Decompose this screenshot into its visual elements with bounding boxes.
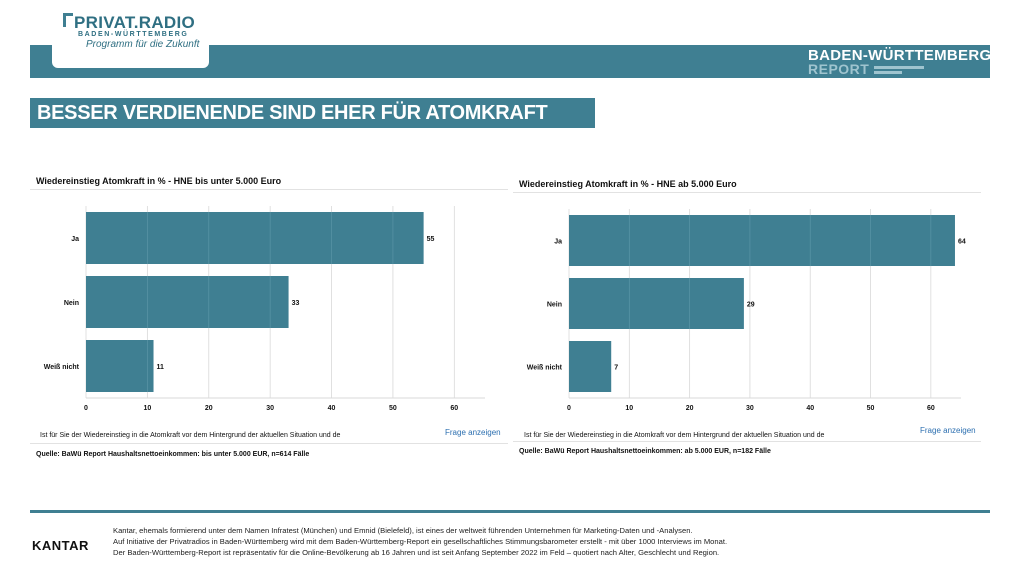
tick-label: 40 bbox=[328, 405, 336, 412]
bar-0 bbox=[86, 212, 424, 264]
tick-label: 20 bbox=[686, 405, 694, 412]
category-label: Nein bbox=[64, 300, 79, 307]
footer-line-2: Auf Initiative der Privatradios in Baden… bbox=[113, 537, 728, 546]
show-question-link-left[interactable]: Frage anzeigen bbox=[445, 428, 501, 437]
brand-logo[interactable] bbox=[52, 8, 209, 68]
tick-label: 50 bbox=[867, 405, 875, 412]
source-left: Quelle: BaWü Report Haushaltsnettoeinkom… bbox=[36, 451, 310, 458]
footer-divider bbox=[30, 510, 990, 513]
brand-region: BADEN-WÜRTTEMBERG bbox=[78, 31, 189, 38]
data-label: 33 bbox=[292, 300, 300, 307]
bar-1 bbox=[86, 276, 289, 328]
show-question-link-right[interactable]: Frage anzeigen bbox=[920, 426, 976, 435]
category-label: Weiß nicht bbox=[527, 365, 563, 372]
tick-label: 40 bbox=[806, 405, 814, 412]
question-text-left: Ist für Sie der Wiedereinstieg in die At… bbox=[40, 432, 341, 439]
report-title: BADEN-WÜRTTEMBERG bbox=[808, 47, 992, 64]
bar-1 bbox=[569, 278, 744, 329]
source-right: Quelle: BaWü Report Haushaltsnettoeinkom… bbox=[519, 448, 771, 455]
data-label: 55 bbox=[427, 236, 435, 243]
bar-0 bbox=[569, 215, 955, 266]
tick-label: 10 bbox=[143, 405, 151, 412]
question-text-right: Ist für Sie der Wiedereinstieg in die At… bbox=[524, 432, 825, 439]
chart-divider bbox=[513, 441, 981, 442]
bar-2 bbox=[569, 341, 612, 392]
chart-divider bbox=[30, 443, 508, 444]
data-label: 29 bbox=[747, 302, 755, 309]
category-label: Weiß nicht bbox=[44, 364, 80, 371]
footer-text: Kantar, ehemals formierend unter dem Nam… bbox=[113, 525, 727, 558]
data-label: 7 bbox=[614, 365, 618, 372]
report-decor-bar bbox=[874, 66, 924, 69]
tick-label: 30 bbox=[266, 405, 274, 412]
bar-2 bbox=[86, 340, 154, 392]
footer-line-1: Kantar, ehemals formierend unter dem Nam… bbox=[113, 526, 693, 535]
tick-label: 60 bbox=[927, 405, 935, 412]
brand-name: PRIVAT.RADIO bbox=[74, 13, 196, 32]
tick-label: 50 bbox=[389, 405, 397, 412]
tick-label: 0 bbox=[84, 405, 88, 412]
tick-label: 60 bbox=[450, 405, 458, 412]
bar-chart-right: Ja 64 Nein 29 Weiß nicht 7 0 10 20 30 40 50 60 bbox=[527, 209, 966, 412]
chart-title-left: Wiedereinstieg Atomkraft in % - HNE bis … bbox=[36, 176, 282, 186]
report-subtitle: REPORT bbox=[808, 61, 870, 77]
tick-label: 0 bbox=[567, 405, 571, 412]
chart-divider bbox=[30, 189, 508, 190]
logo-mark-icon bbox=[63, 13, 73, 27]
category-label: Nein bbox=[547, 302, 562, 309]
tick-label: 10 bbox=[625, 405, 633, 412]
kantar-logo: KANTAR bbox=[32, 538, 89, 553]
footer-line-3: Der Baden-Württemberg-Report ist repräse… bbox=[113, 548, 720, 557]
category-label: Ja bbox=[554, 239, 562, 246]
brand-tagline: Programm für die Zukunft bbox=[86, 39, 200, 50]
tick-label: 30 bbox=[746, 405, 754, 412]
data-label: 64 bbox=[958, 239, 966, 246]
report-decor-bar bbox=[874, 71, 902, 74]
page-headline: BESSER VERDIENENDE SIND EHER FÜR ATOMKRA… bbox=[30, 98, 595, 128]
data-label: 11 bbox=[157, 364, 165, 371]
tick-label: 20 bbox=[205, 405, 213, 412]
chart-title-right: Wiedereinstieg Atomkraft in % - HNE ab 5… bbox=[519, 179, 737, 189]
chart-divider bbox=[513, 192, 981, 193]
category-label: Ja bbox=[71, 236, 79, 243]
bar-chart-left: Ja 55 Nein 33 Weiß nicht 11 0 10 20 30 40 50 60 bbox=[44, 206, 485, 412]
